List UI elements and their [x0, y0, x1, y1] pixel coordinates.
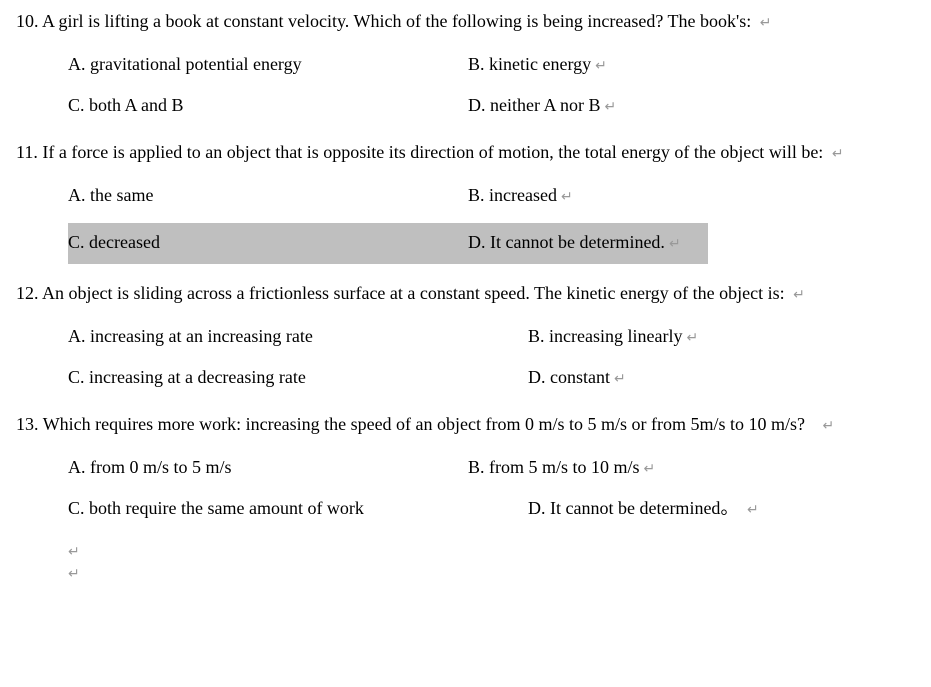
option-13d-text: D. It cannot be determined [528, 498, 720, 518]
return-mark: ↵ [644, 462, 656, 477]
option-13a: A. from 0 m/s to 5 m/s [68, 454, 468, 481]
question-12-options: A. increasing at an increasing rate B. i… [16, 323, 915, 391]
question-11-text: 11. If a force is applied to an object t… [16, 139, 915, 166]
option-row: A. gravitational potential energy B. kin… [68, 51, 915, 78]
option-row: A. from 0 m/s to 5 m/s B. from 5 m/s to … [68, 454, 915, 481]
question-10: 10. A girl is lifting a book at constant… [16, 8, 915, 119]
option-row: C. both require the same amount of work … [68, 495, 915, 522]
option-12d-text: D. constant [528, 367, 610, 387]
option-12c: C. increasing at a decreasing rate [68, 364, 528, 391]
q13-number: 13. [16, 414, 39, 434]
option-12d: D. constant ↵ [528, 364, 626, 391]
question-12-text: 12. An object is sliding across a fricti… [16, 280, 915, 307]
q10-stem: A girl is lifting a book at constant vel… [42, 11, 751, 31]
question-11-highlight-wrap: C. decreased D. It cannot be determined.… [16, 223, 915, 264]
option-12b-text: B. increasing linearly [528, 326, 682, 346]
return-mark: ↵ [561, 190, 573, 205]
return-mark: ↵ [686, 331, 698, 346]
q12-stem: An object is sliding across a frictionle… [42, 283, 785, 303]
option-11a: A. the same [68, 182, 468, 209]
question-13: 13. Which requires more work: increasing… [16, 411, 915, 522]
option-13b: B. from 5 m/s to 10 m/s ↵ [468, 454, 655, 481]
option-11c: C. decreased [68, 229, 468, 256]
return-mark: ↵ [614, 372, 626, 387]
option-10b: B. kinetic energy ↵ [468, 51, 607, 78]
return-mark: ↵ [823, 419, 835, 434]
option-row: A. increasing at an increasing rate B. i… [68, 323, 915, 350]
option-12a: A. increasing at an increasing rate [68, 323, 528, 350]
option-10d-text: D. neither A nor B [468, 95, 601, 115]
question-12: 12. An object is sliding across a fricti… [16, 280, 915, 391]
option-row: A. the same B. increased ↵ [68, 182, 915, 209]
return-mark: ↵ [68, 564, 915, 586]
question-11-options: A. the same B. increased ↵ [16, 182, 915, 209]
option-13c: C. both require the same amount of work [68, 495, 528, 522]
option-row: C. increasing at a decreasing rate D. co… [68, 364, 915, 391]
q11-number: 11. [16, 142, 38, 162]
return-mark: ↵ [747, 503, 759, 518]
option-11b: B. increased ↵ [468, 182, 573, 209]
option-10b-text: B. kinetic energy [468, 54, 591, 74]
question-11: 11. If a force is applied to an object t… [16, 139, 915, 264]
question-13-text: 13. Which requires more work: increasing… [16, 411, 915, 438]
option-10a: A. gravitational potential energy [68, 51, 468, 78]
return-mark: ↵ [793, 288, 805, 303]
return-mark: ↵ [605, 100, 617, 115]
option-11d: D. It cannot be determined. ↵ [468, 229, 681, 256]
question-13-options: A. from 0 m/s to 5 m/s B. from 5 m/s to … [16, 454, 915, 522]
question-10-text: 10. A girl is lifting a book at constant… [16, 8, 915, 35]
return-mark: ↵ [669, 237, 681, 252]
trailing-returns: ↵ ↵ [16, 542, 915, 587]
question-11-highlight: C. decreased D. It cannot be determined.… [68, 223, 708, 264]
question-10-options: A. gravitational potential energy B. kin… [16, 51, 915, 119]
return-mark: ↵ [68, 542, 915, 564]
option-10d: D. neither A nor B ↵ [468, 92, 616, 119]
return-mark: ↵ [760, 16, 772, 31]
option-13d: D. It cannot be determined。 ↵ [528, 495, 759, 522]
q10-number: 10. [16, 11, 39, 31]
q12-number: 12. [16, 283, 39, 303]
option-13b-text: B. from 5 m/s to 10 m/s [468, 457, 640, 477]
q13-stem: Which requires more work: increasing the… [43, 414, 805, 434]
option-12b: B. increasing linearly ↵ [528, 323, 698, 350]
option-10c: C. both A and B [68, 92, 468, 119]
option-11d-text: D. It cannot be determined. [468, 232, 665, 252]
option-11b-text: B. increased [468, 185, 557, 205]
q13-period: 。 [720, 498, 738, 518]
return-mark: ↵ [595, 59, 607, 74]
return-mark: ↵ [832, 147, 844, 162]
option-row: C. both A and B D. neither A nor B ↵ [68, 92, 915, 119]
q11-stem: If a force is applied to an object that … [42, 142, 823, 162]
